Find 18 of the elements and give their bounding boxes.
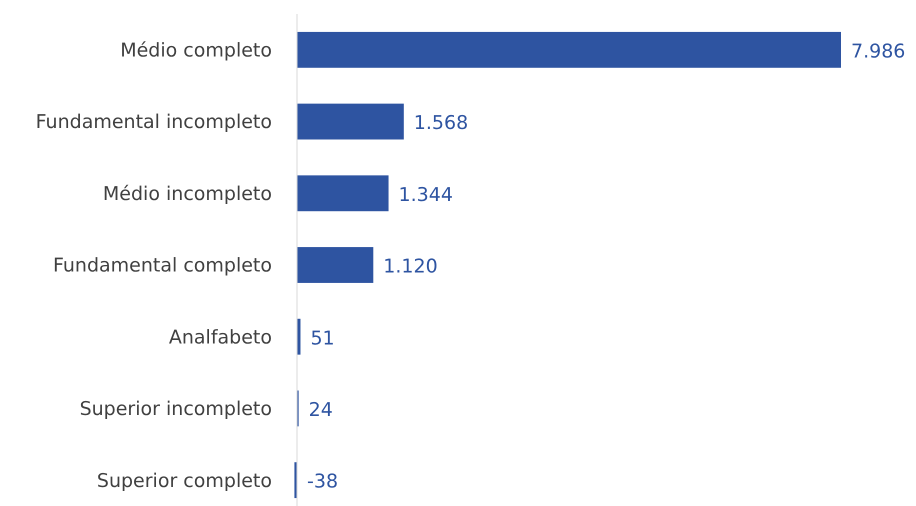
bar [297, 247, 374, 283]
data-label: 1.120 [383, 256, 438, 278]
y-tick-label: Fundamental incompleto [36, 111, 272, 134]
bar [297, 32, 841, 68]
data-label: 1.568 [414, 112, 468, 134]
y-tick-label: Médio completo [120, 40, 272, 62]
bar [297, 175, 389, 212]
y-tick-label: Analfabeto [168, 326, 272, 348]
data-label: 24 [308, 399, 333, 422]
y-tick-label: Superior completo [96, 470, 272, 492]
y-tick-label: Médio incompleto [102, 182, 272, 205]
y-tick-label: Superior incompleto [80, 398, 272, 420]
data-label: 51 [310, 327, 335, 350]
data-label: 1.344 [398, 184, 453, 206]
data-label: -38 [307, 470, 338, 493]
data-label: 7.986 [851, 40, 906, 62]
bar [297, 104, 404, 140]
y-tick-label: Fundamental completo [52, 254, 272, 277]
